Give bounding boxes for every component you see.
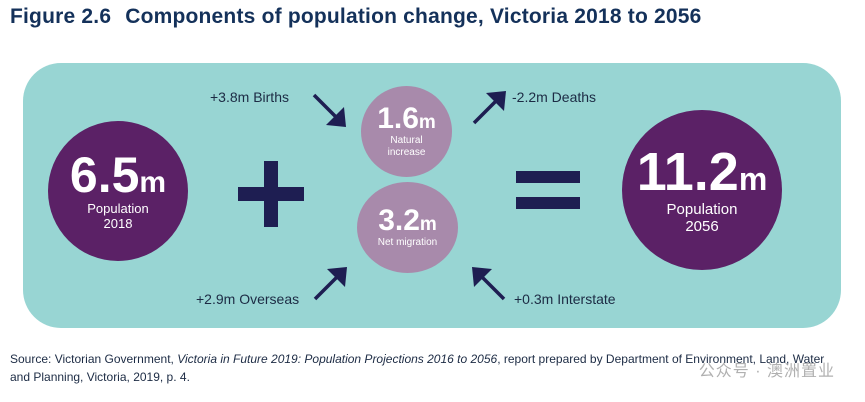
figure-title: Figure 2.6 Components of population chang… — [10, 5, 702, 29]
net-migration-label: Net migration — [377, 237, 438, 248]
natural-increase-value: 1.6m — [377, 102, 436, 135]
population-2018-label: Population 2018 — [87, 201, 149, 231]
natural-increase-label: Natural increase — [387, 135, 426, 158]
population-2018-value: 6.5m — [69, 147, 167, 204]
population-2056-label: Population 2056 — [666, 200, 738, 235]
net-migration-value: 3.2m — [378, 204, 437, 237]
population-2056-circle: 11.2m Population 2056 — [622, 110, 782, 270]
interstate-arrow-icon — [472, 267, 506, 301]
births-label: +3.8m Births — [210, 89, 289, 105]
overseas-arrow-icon — [313, 267, 347, 301]
source-note: Source: Victorian Government, Victoria i… — [10, 352, 825, 384]
plus-sign — [238, 161, 304, 227]
source-publication: Victoria in Future 2019: Population Proj… — [177, 352, 498, 366]
population-2018-circle: 6.5m Population 2018 — [48, 121, 188, 261]
natural-increase-circle: 1.6m Natural increase — [361, 86, 452, 177]
population-2056-value: 11.2m — [636, 141, 768, 202]
figure-title-text: Components of population change, Victori… — [125, 5, 702, 28]
births-arrow-icon — [312, 93, 346, 127]
net-migration-circle: 3.2m Net migration — [357, 182, 458, 273]
deaths-label: -2.2m Deaths — [512, 89, 597, 105]
equals-sign — [516, 171, 580, 209]
overseas-label: +2.9m Overseas — [196, 291, 300, 307]
watermark: 公众号 · 澳洲置业 — [698, 363, 835, 380]
figure-number: Figure 2.6 — [10, 5, 112, 28]
interstate-label: +0.3m Interstate — [514, 291, 616, 307]
deaths-arrow-icon — [472, 91, 506, 125]
